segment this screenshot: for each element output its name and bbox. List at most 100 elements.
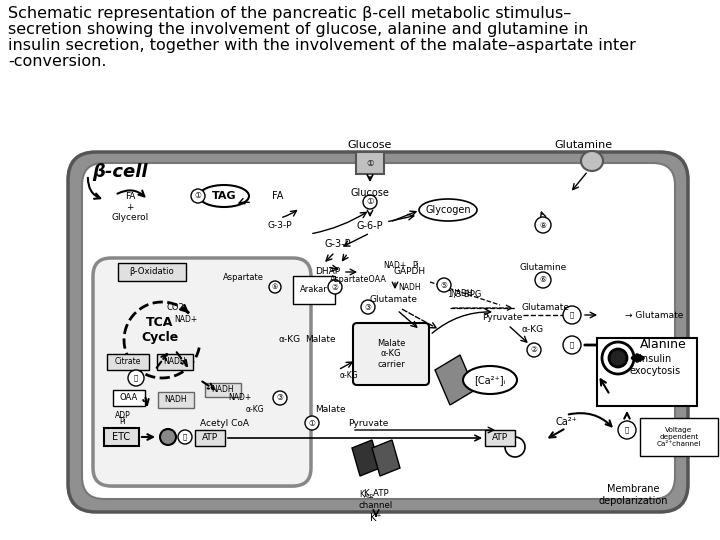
Text: ATP: ATP: [202, 434, 218, 442]
Text: TAG: TAG: [212, 191, 236, 201]
Circle shape: [437, 278, 451, 292]
Text: DHAP: DHAP: [315, 267, 340, 276]
Text: Acetyl CoA: Acetyl CoA: [200, 418, 250, 428]
Text: FA: FA: [272, 191, 284, 201]
Text: G-3-P: G-3-P: [325, 239, 351, 249]
Text: Pi: Pi: [412, 260, 419, 269]
Text: Malate: Malate: [315, 406, 346, 415]
Text: ⑧: ⑧: [539, 220, 546, 230]
Bar: [485, 430, 515, 446]
Circle shape: [160, 429, 176, 445]
Text: NADH: NADH: [450, 288, 472, 298]
Text: → Glutamate: → Glutamate: [625, 310, 683, 320]
Bar: [113, 390, 145, 406]
Text: β-cell: β-cell: [92, 163, 148, 181]
Text: OAA: OAA: [120, 394, 138, 402]
Text: Glutamine: Glutamine: [554, 140, 612, 150]
Text: Pi: Pi: [120, 417, 127, 427]
Text: Malate
α-KG
carrier: Malate α-KG carrier: [377, 339, 405, 369]
Text: ⑤: ⑤: [272, 284, 278, 290]
Text: ⑰: ⑰: [625, 427, 629, 433]
Text: AspartateOAA: AspartateOAA: [330, 275, 387, 285]
Text: ⑮: ⑮: [570, 342, 574, 348]
Circle shape: [361, 300, 375, 314]
Bar: [157, 354, 193, 370]
Circle shape: [363, 195, 377, 209]
Bar: [104, 428, 139, 446]
Text: TCA
Cycle: TCA Cycle: [141, 316, 179, 344]
Text: NAD+: NAD+: [383, 260, 406, 269]
Text: ⑤: ⑤: [441, 280, 447, 289]
Circle shape: [191, 189, 205, 203]
Bar: [356, 152, 384, 174]
Polygon shape: [372, 440, 400, 476]
Bar: [640, 418, 718, 456]
Text: Schematic representation of the pancreatic β-cell metabolic stimulus–: Schematic representation of the pancreat…: [8, 6, 571, 21]
Text: α-KG: α-KG: [522, 326, 544, 334]
Text: Alanine: Alanine: [640, 339, 687, 352]
Polygon shape: [435, 355, 475, 405]
Ellipse shape: [463, 366, 517, 394]
Text: ATP: ATP: [364, 494, 374, 499]
Text: ①: ①: [366, 159, 374, 167]
Bar: [205, 383, 241, 397]
Bar: [107, 354, 149, 370]
Circle shape: [178, 430, 192, 444]
Text: 1,3 BPG: 1,3 BPG: [449, 291, 482, 300]
Circle shape: [609, 349, 627, 367]
Text: Arakar: Arakar: [300, 286, 328, 294]
Text: GAPDH: GAPDH: [393, 267, 425, 276]
Text: ③: ③: [276, 394, 284, 402]
Text: -conversion.: -conversion.: [8, 54, 107, 69]
Circle shape: [269, 281, 281, 293]
Text: K: K: [359, 490, 364, 499]
Text: ⑥: ⑥: [539, 275, 546, 285]
Text: NAD+: NAD+: [174, 314, 197, 323]
Text: Glutamate: Glutamate: [369, 295, 417, 305]
Text: K_ATP: K_ATP: [363, 489, 389, 497]
Text: Glycogen: Glycogen: [426, 205, 471, 215]
Text: Membrane
depolarization: Membrane depolarization: [598, 484, 667, 506]
Text: ①: ①: [194, 192, 202, 200]
Polygon shape: [352, 440, 380, 476]
Text: G-3-P: G-3-P: [268, 221, 292, 231]
Bar: [293, 276, 335, 304]
FancyBboxPatch shape: [93, 258, 311, 486]
Text: G-6-P: G-6-P: [356, 221, 383, 231]
Text: NADH: NADH: [165, 395, 187, 404]
Text: ②: ②: [531, 346, 537, 354]
Circle shape: [602, 342, 634, 374]
Text: Glucose: Glucose: [351, 188, 390, 198]
Ellipse shape: [581, 151, 603, 171]
Text: NADH: NADH: [398, 284, 420, 293]
FancyBboxPatch shape: [68, 152, 688, 512]
Text: Voltage
dependent
Ca²⁺channel: Voltage dependent Ca²⁺channel: [657, 427, 701, 447]
Text: Glutamate: Glutamate: [522, 303, 570, 313]
Text: Pyruvate: Pyruvate: [482, 314, 522, 322]
Text: NADH: NADH: [212, 386, 234, 395]
Bar: [195, 430, 225, 446]
Circle shape: [527, 343, 541, 357]
Circle shape: [563, 306, 581, 324]
Circle shape: [128, 370, 144, 386]
Text: ETC: ETC: [112, 432, 130, 442]
Text: Glucose: Glucose: [348, 140, 392, 150]
Circle shape: [505, 437, 525, 457]
Text: channel: channel: [359, 502, 393, 510]
Text: K⁺: K⁺: [370, 513, 382, 523]
Text: ⑫: ⑫: [183, 434, 187, 440]
Bar: [118, 263, 186, 281]
Circle shape: [618, 421, 636, 439]
Ellipse shape: [419, 199, 477, 221]
Text: FA
+
Glycerol: FA + Glycerol: [112, 192, 148, 222]
Circle shape: [535, 217, 551, 233]
Text: [Ca²⁺]ᵢ: [Ca²⁺]ᵢ: [474, 375, 505, 385]
Text: ATP: ATP: [492, 434, 508, 442]
Text: ADP: ADP: [115, 410, 131, 420]
Bar: [158, 392, 194, 408]
Text: CO2: CO2: [166, 303, 184, 313]
Ellipse shape: [199, 185, 249, 207]
Bar: [597, 338, 697, 406]
Circle shape: [328, 280, 342, 294]
FancyBboxPatch shape: [82, 163, 675, 499]
